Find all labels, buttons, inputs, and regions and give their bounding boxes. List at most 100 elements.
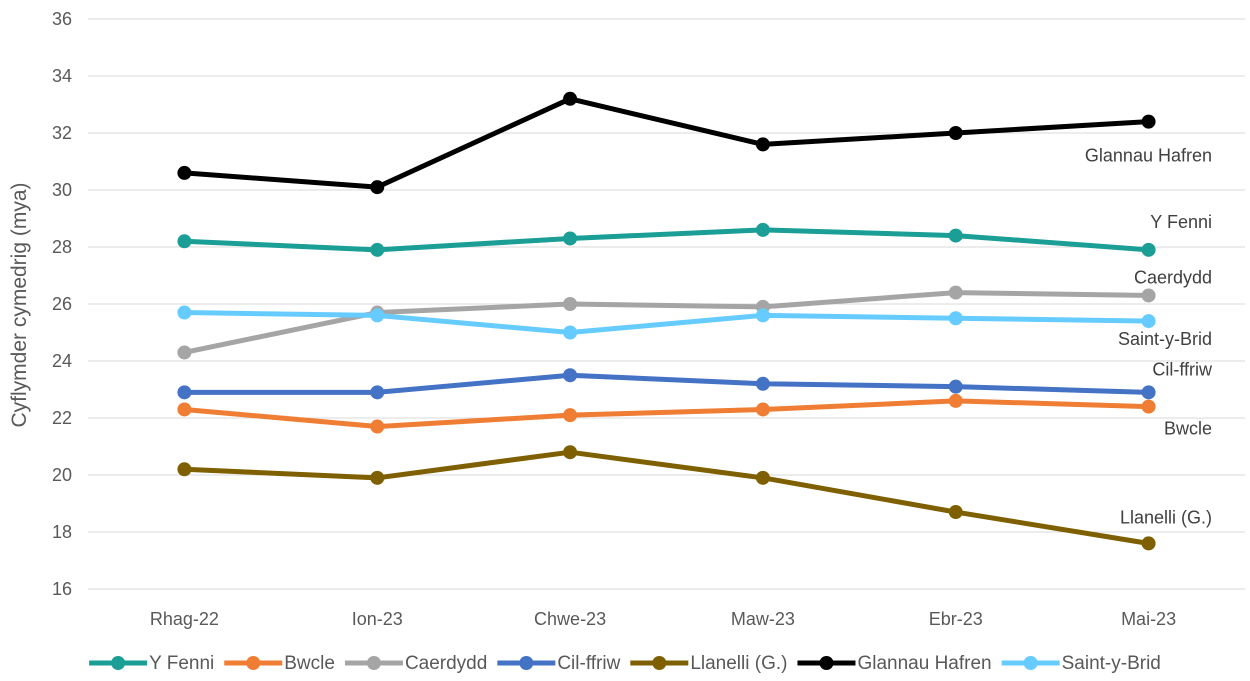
x-tick-label: Ebr-23 bbox=[929, 609, 983, 629]
x-tick-label: Mai-23 bbox=[1121, 609, 1176, 629]
data-point bbox=[948, 311, 963, 326]
series-line bbox=[181, 449, 1152, 546]
data-point bbox=[755, 376, 770, 391]
legend-swatch-marker bbox=[652, 656, 667, 670]
legend-label: Llanelli (G.) bbox=[690, 653, 787, 674]
y-tick-label: 26 bbox=[52, 294, 72, 314]
series bbox=[177, 285, 1156, 360]
series-line bbox=[181, 227, 1152, 253]
legend-swatch-marker bbox=[519, 656, 534, 670]
x-tick-label: Chwe-23 bbox=[534, 609, 606, 629]
legend-label: Caerdydd bbox=[405, 653, 487, 674]
legend-label: Saint-y-Brid bbox=[1062, 653, 1161, 674]
series-end-label: Caerdydd bbox=[1134, 267, 1212, 287]
data-point bbox=[563, 231, 578, 246]
data-point bbox=[1141, 314, 1156, 329]
legend-item: Bwcle bbox=[224, 653, 335, 674]
legend-item: Cil-ffriw bbox=[497, 653, 621, 674]
legend-label: Glannau Hafren bbox=[857, 653, 991, 674]
series-end-labels: Y Fenni Bwcle Caerdydd Cil-ffriw Llanelli (G… bbox=[1085, 146, 1213, 528]
y-axis-title: Cyflymder cymedrig (mya) bbox=[8, 182, 31, 427]
data-point bbox=[563, 325, 578, 340]
y-tick-label: 30 bbox=[52, 180, 72, 200]
series-line bbox=[181, 372, 1152, 395]
data-point bbox=[948, 505, 963, 520]
y-tick-label: 22 bbox=[52, 408, 72, 428]
y-tick-label: 24 bbox=[52, 351, 72, 371]
data-point bbox=[177, 305, 192, 320]
series-end-label: Y Fenni bbox=[1150, 212, 1212, 232]
legend: Y Fenni Bwcle Caerdydd Cil-ffriw Llanelli (G… bbox=[89, 653, 1161, 674]
data-point bbox=[1141, 399, 1156, 414]
data-point bbox=[948, 393, 963, 408]
series-line bbox=[181, 310, 1152, 335]
legend-swatch-marker bbox=[246, 656, 261, 670]
data-point bbox=[563, 368, 578, 383]
x-tick-label: Rhag-22 bbox=[150, 609, 219, 629]
legend-swatch-marker bbox=[111, 656, 126, 670]
series-group bbox=[177, 91, 1156, 551]
data-point bbox=[177, 462, 192, 477]
x-axis-ticks: Rhag-22 Ion-23 Chwe-23 Maw-23 Ebr-23 Mai-23 bbox=[150, 609, 1176, 629]
y-axis-ticks: 16 18 20 22 24 26 28 30 32 34 36 bbox=[52, 9, 72, 599]
legend-label: Y Fenni bbox=[149, 653, 214, 674]
data-point bbox=[755, 308, 770, 323]
data-point bbox=[370, 470, 385, 485]
data-point bbox=[370, 242, 385, 257]
data-point bbox=[177, 385, 192, 400]
data-point bbox=[755, 470, 770, 485]
series-line bbox=[181, 398, 1152, 430]
series bbox=[177, 305, 1156, 340]
legend-item: Y Fenni bbox=[89, 653, 214, 674]
series bbox=[177, 91, 1156, 195]
legend-label: Cil-ffriw bbox=[557, 653, 620, 674]
y-tick-label: 16 bbox=[52, 579, 72, 599]
data-point bbox=[755, 137, 770, 152]
series-end-label: Cil-ffriw bbox=[1152, 359, 1213, 379]
series-end-label: Bwcle bbox=[1164, 419, 1212, 439]
data-point bbox=[948, 228, 963, 243]
series-end-label: Glannau Hafren bbox=[1085, 146, 1212, 166]
data-point bbox=[370, 419, 385, 434]
legend-swatch-marker bbox=[366, 656, 381, 670]
data-point bbox=[177, 234, 192, 249]
data-point bbox=[370, 308, 385, 323]
data-point bbox=[177, 402, 192, 417]
series bbox=[177, 222, 1156, 257]
y-tick-label: 32 bbox=[52, 123, 72, 143]
data-point bbox=[1141, 288, 1156, 303]
data-point bbox=[1141, 114, 1156, 129]
legend-item: Saint-y-Brid bbox=[1001, 653, 1161, 674]
series-line bbox=[181, 290, 1152, 355]
legend-swatch-marker bbox=[819, 656, 834, 670]
x-tick-label: Ion-23 bbox=[352, 609, 403, 629]
data-point bbox=[1141, 385, 1156, 400]
data-point bbox=[370, 180, 385, 195]
data-point bbox=[563, 297, 578, 311]
data-point bbox=[370, 385, 385, 400]
data-point bbox=[755, 402, 770, 417]
data-point bbox=[948, 126, 963, 140]
series bbox=[177, 445, 1156, 551]
y-tick-label: 20 bbox=[52, 465, 72, 485]
data-point bbox=[563, 408, 578, 423]
series-end-label: Saint-y-Brid bbox=[1118, 329, 1212, 349]
series bbox=[177, 368, 1156, 400]
series bbox=[177, 393, 1156, 434]
series-line bbox=[181, 96, 1152, 190]
y-tick-label: 18 bbox=[52, 522, 72, 542]
data-point bbox=[1141, 536, 1156, 551]
legend-swatch-marker bbox=[1023, 656, 1038, 670]
y-tick-label: 28 bbox=[52, 237, 72, 257]
data-point bbox=[563, 445, 578, 460]
data-point bbox=[1141, 242, 1156, 257]
data-point bbox=[755, 222, 770, 237]
series-end-label: Llanelli (G.) bbox=[1120, 507, 1212, 527]
y-tick-label: 36 bbox=[52, 9, 72, 29]
y-tick-label: 34 bbox=[52, 66, 72, 86]
legend-item: Glannau Hafren bbox=[797, 653, 992, 674]
data-point bbox=[177, 165, 192, 180]
data-point bbox=[948, 379, 963, 394]
legend-item: Llanelli (G.) bbox=[630, 653, 787, 674]
legend-item: Caerdydd bbox=[344, 653, 487, 674]
